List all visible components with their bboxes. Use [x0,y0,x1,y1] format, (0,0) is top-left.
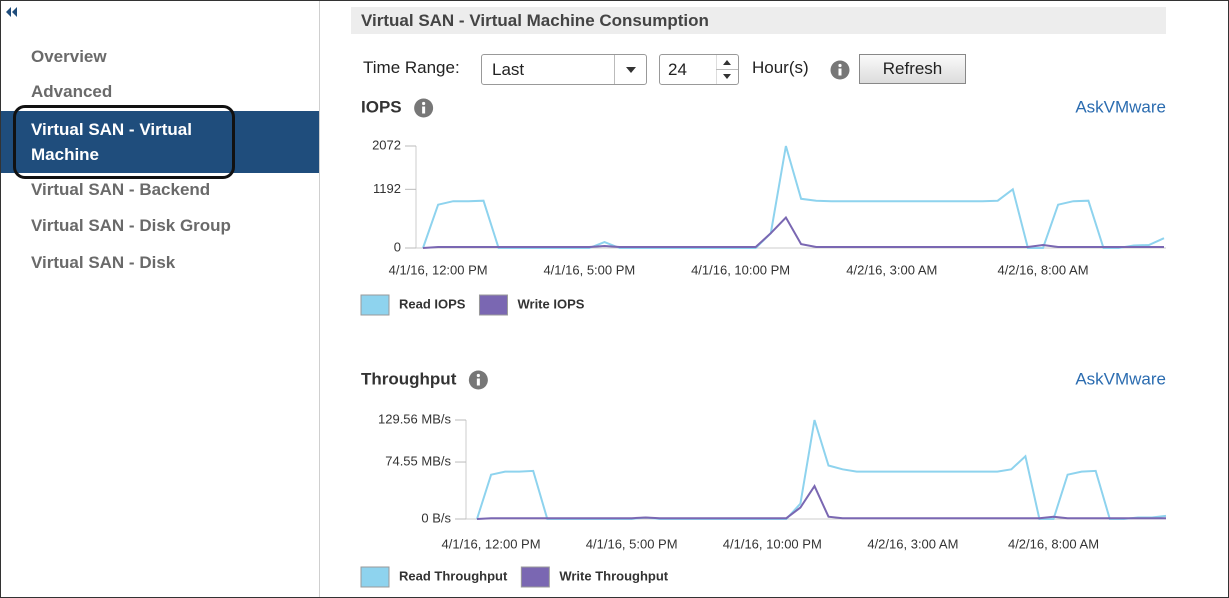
nav-item[interactable]: Virtual SAN - Backend [31,180,211,199]
legend-label: Read IOPS [399,296,466,311]
legend-label: Read Throughput [399,568,508,583]
nav-item[interactable]: Overview [31,47,107,66]
hours-input[interactable]: 24 [659,54,739,85]
legend-label: Write Throughput [559,568,668,583]
info-icon[interactable] [414,98,434,118]
range-select[interactable]: Last [481,54,647,85]
hours-value: 24 [668,60,687,79]
series-line [422,215,1164,249]
spinner[interactable] [716,55,738,84]
y-tick-label: 0 B/s [421,510,451,525]
info-dot [422,101,426,106]
legend-swatch [478,294,508,316]
y-tick-label: 2072 [372,137,401,152]
legend-swatch [360,566,390,588]
x-tick-label: 4/1/16, 12:00 PM [389,262,488,277]
legend-label: Write IOPS [517,296,584,311]
chart-title: IOPS [361,97,402,116]
y-tick-label: 0 [394,239,401,254]
info-icon[interactable] [830,60,850,80]
x-tick-label: 4/2/16, 8:00 AM [997,262,1088,277]
page-title: Virtual SAN - Virtual Machine Consumptio… [351,7,1166,34]
x-tick-label: 4/2/16, 3:00 AM [846,262,937,277]
time-range-label: Time Range: [363,58,460,77]
x-tick-label: 4/2/16, 3:00 AM [867,536,958,551]
collapse-icon[interactable] [5,5,25,19]
legend-swatch [520,566,550,588]
y-tick-label: 129.56 MB/s [378,411,451,426]
range-option: Last [492,60,525,79]
help-link[interactable]: AskVMware [1075,369,1166,388]
help-link[interactable]: AskVMware [1075,97,1166,116]
nav-item[interactable]: Advanced [31,82,113,101]
nav-item[interactable]: Virtual SAN - Disk [31,253,176,272]
info-dot [476,373,480,378]
info-bar [476,378,480,386]
sidebar: Overview Advanced Virtual SAN - Virtual Ma… [1,1,320,597]
info-bar [422,106,426,114]
x-tick-label: 4/2/16, 8:00 AM [1008,536,1099,551]
y-tick-label: 74.55 MB/s [385,453,451,468]
hours-unit: Hour(s) [752,58,809,77]
legend-swatch [360,294,390,316]
refresh-button[interactable]: Refresh [859,54,966,84]
series-line [476,419,1167,520]
nav-item[interactable]: Virtual SAN - Virtual Machine Consumptio… [1,111,319,189]
x-tick-label: 4/1/16, 5:00 PM [543,262,635,277]
x-tick-label: 4/1/16, 5:00 PM [586,536,678,551]
chart-title: Throughput [361,369,457,388]
x-tick-label: 4/1/16, 10:00 PM [691,262,790,277]
dropdown-arrow [626,67,636,73]
series-line [476,484,1166,520]
x-tick-label: 4/1/16, 10:00 PM [723,536,822,551]
x-tick-label: 4/1/16, 12:00 PM [442,536,541,551]
info-icon[interactable] [468,370,488,390]
nav-item[interactable]: Virtual SAN - Disk Group [31,216,231,235]
y-tick-label: 1192 [373,181,401,196]
